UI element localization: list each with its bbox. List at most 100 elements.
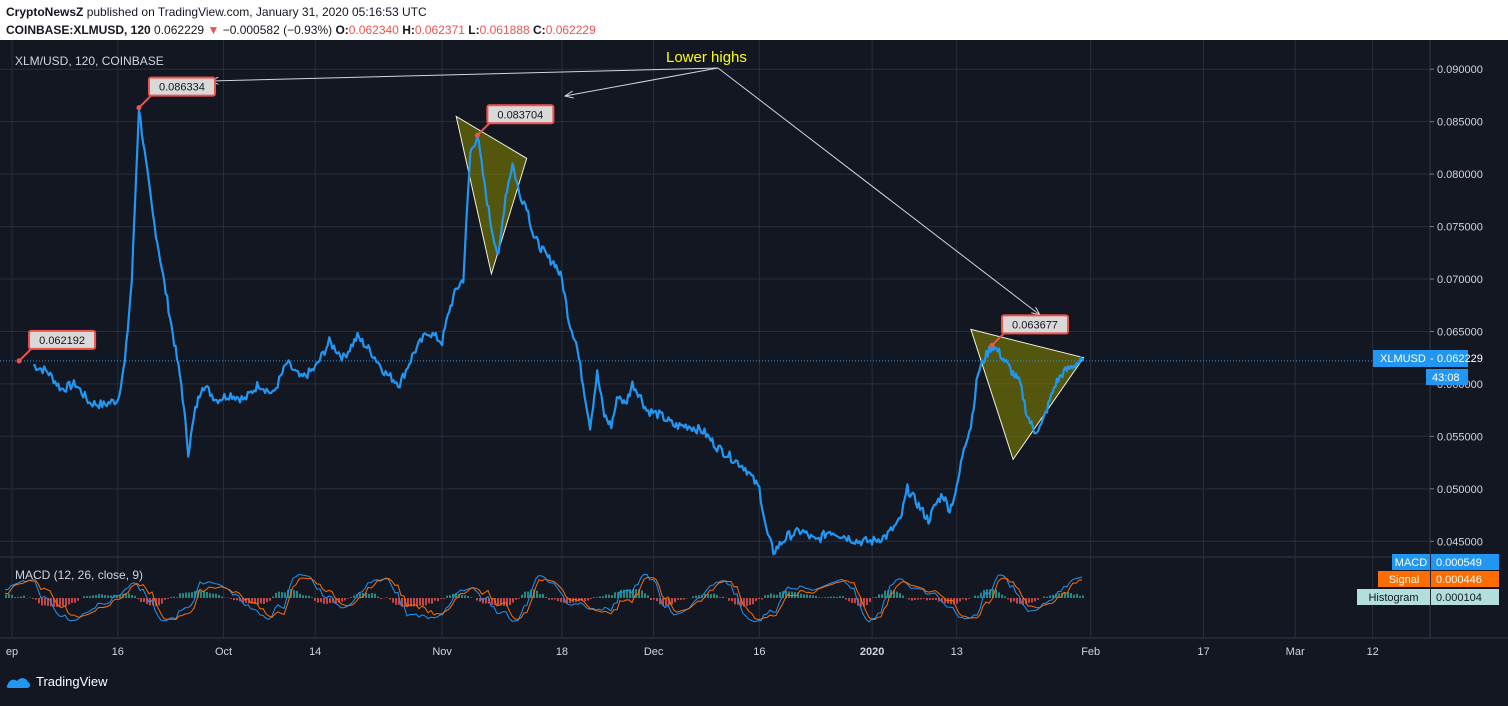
histogram-bar <box>935 598 937 600</box>
histogram-bar <box>998 592 1000 598</box>
histogram-bar <box>752 598 754 604</box>
histogram-bar <box>182 593 184 598</box>
histogram-bar <box>722 597 724 598</box>
histogram-bar <box>515 598 517 600</box>
histogram-bar <box>1004 596 1006 598</box>
histogram-bar <box>32 598 34 599</box>
histogram-bar <box>842 596 844 598</box>
histogram-bar <box>761 598 763 599</box>
y-tick-label: 0.050000 <box>1437 484 1483 496</box>
histogram-bar <box>281 592 283 598</box>
countdown: 43:08 <box>1432 372 1460 384</box>
x-tick-label: 2020 <box>860 646 884 658</box>
histogram-bar <box>557 598 559 601</box>
symbol-label: COINBASE:XLMUSD, 120 <box>6 23 151 37</box>
histogram-bar <box>764 595 766 598</box>
histogram-bar <box>773 595 775 598</box>
histogram-bar <box>266 598 268 602</box>
price-label-text: 0.063677 <box>1012 319 1058 331</box>
histogram-bar <box>824 597 826 598</box>
histogram-bar <box>833 597 835 598</box>
publish-header: CryptoNewsZ published on TradingView.com… <box>0 0 1508 40</box>
histogram-bar <box>872 597 874 598</box>
histogram-bar <box>35 598 37 600</box>
last-price: 0.062229 <box>154 23 204 37</box>
histogram-bar <box>8 594 10 598</box>
x-tick-label: Mar <box>1286 646 1305 658</box>
histogram-bar <box>647 595 649 598</box>
histogram-bar <box>440 598 442 599</box>
histogram-bar <box>755 598 757 601</box>
histogram-bar <box>917 598 919 600</box>
footer-brand[interactable]: TradingView <box>6 674 108 689</box>
histogram-bar <box>164 598 166 600</box>
histogram-bar <box>311 597 313 598</box>
histogram-bar <box>173 597 175 598</box>
histogram-bar <box>134 596 136 598</box>
histogram-bar <box>620 590 622 598</box>
histogram-bar <box>596 597 598 598</box>
histogram-bar <box>683 598 685 600</box>
histogram-bar <box>425 598 427 605</box>
histogram-bar <box>428 598 430 603</box>
histogram-bar <box>1037 598 1039 600</box>
histogram-bar <box>1001 595 1003 598</box>
histogram-bar <box>713 594 715 598</box>
close-label: C: <box>533 23 546 37</box>
histogram-bar <box>809 595 811 598</box>
histogram-bar <box>758 598 760 599</box>
histogram-bar <box>368 594 370 598</box>
label-dot <box>17 358 22 363</box>
histogram-bar <box>140 598 142 602</box>
histogram-bar <box>524 592 526 598</box>
histogram-bar <box>350 597 352 598</box>
histogram-bar <box>551 598 553 600</box>
histogram-bar <box>674 598 676 602</box>
histogram-bar <box>161 598 163 604</box>
histogram-bar <box>908 598 910 599</box>
histogram-bar <box>158 598 160 605</box>
histogram-bar <box>476 598 478 600</box>
histogram-bar <box>1076 594 1078 598</box>
x-tick-label: Nov <box>432 646 452 658</box>
x-tick-label: 18 <box>556 646 568 658</box>
high-label: H: <box>402 23 415 37</box>
histogram-bar <box>680 598 682 600</box>
author-name[interactable]: CryptoNewsZ <box>6 5 83 19</box>
histogram-bar <box>68 598 70 604</box>
histogram-bar <box>968 598 970 599</box>
histogram-bar <box>878 594 880 598</box>
histogram-bar <box>302 595 304 598</box>
histogram-bar <box>323 598 325 604</box>
histogram-bar <box>866 598 868 605</box>
histogram-bar <box>329 598 331 603</box>
histogram-bar <box>1064 593 1066 598</box>
histogram-bar <box>308 596 310 598</box>
histogram-bar <box>314 598 316 601</box>
histogram-bar <box>23 596 25 598</box>
histogram-bar <box>545 597 547 598</box>
histogram-bar <box>296 591 298 598</box>
price-tag-symbol: XLMUSD <box>1380 353 1426 365</box>
histogram-bar <box>131 595 133 598</box>
y-tick-label: 0.090000 <box>1437 64 1483 76</box>
histogram-bar <box>176 597 178 598</box>
histogram-bar <box>470 597 472 598</box>
histogram-bar <box>95 595 97 598</box>
publish-info: published on TradingView.com, January 31… <box>87 5 427 19</box>
histogram-bar <box>74 598 76 603</box>
histogram-bar <box>815 596 817 598</box>
histogram-bar <box>446 596 448 598</box>
label-dot <box>475 133 480 138</box>
histogram-bar <box>920 598 922 599</box>
histogram-bar <box>512 598 514 603</box>
y-tick-label: 0.075000 <box>1437 222 1483 234</box>
histogram-bar <box>215 594 217 598</box>
histogram-bar <box>926 598 928 600</box>
histogram-bar <box>692 596 694 598</box>
histogram-bar <box>977 596 979 598</box>
histogram-bar <box>395 598 397 605</box>
histogram-bar <box>677 598 679 600</box>
